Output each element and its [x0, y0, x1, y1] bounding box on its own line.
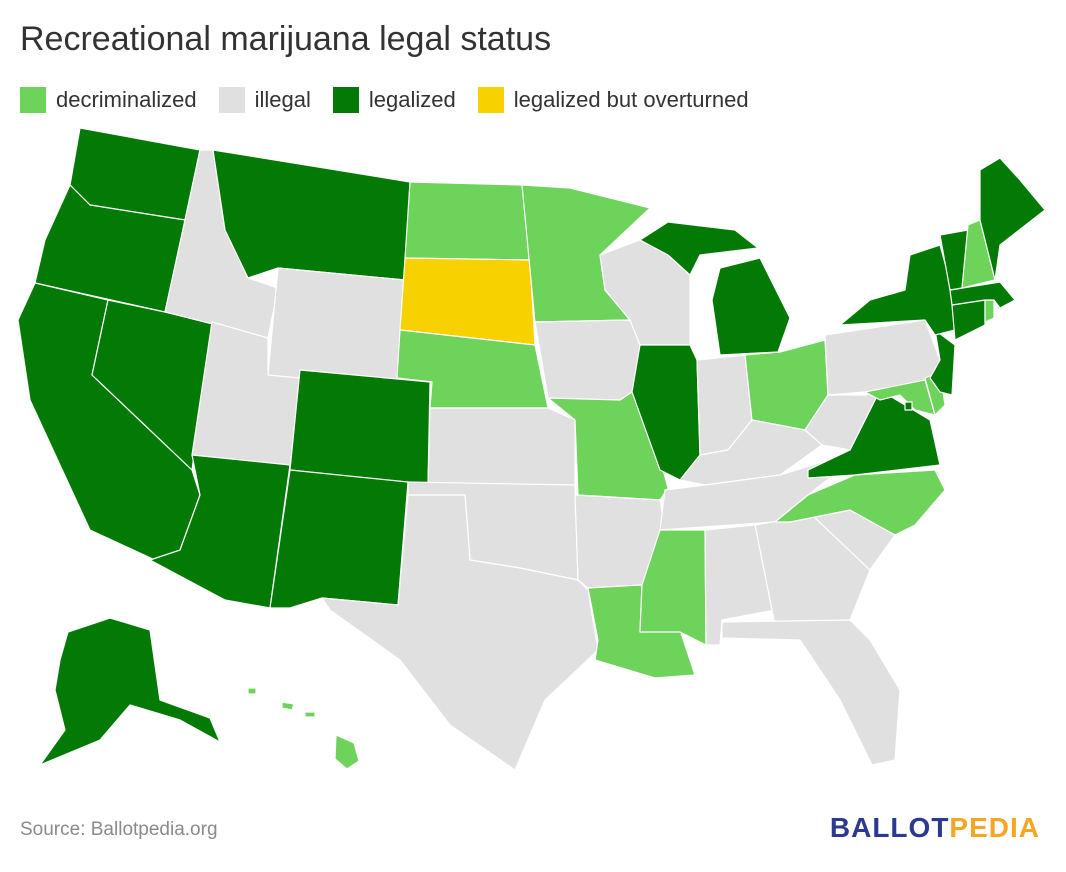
state-north-carolina[interactable]	[774, 469, 946, 536]
state-new-york[interactable]	[839, 244, 956, 336]
legend-label-decriminalized: decriminalized	[56, 87, 197, 112]
legend-item-overturned: legalized but overturned	[477, 87, 749, 113]
state-texas[interactable]	[321, 494, 599, 771]
legend-item-illegal: illegal	[218, 87, 311, 113]
us-map-svg	[17, 127, 1046, 771]
state-montana[interactable]	[212, 149, 411, 281]
state-missouri[interactable]	[547, 391, 669, 501]
legend-swatch-illegal	[218, 87, 245, 113]
chart-title: Recreational marijuana legal status	[20, 20, 552, 58]
state-massachusetts[interactable]	[949, 281, 1016, 309]
state-district-of-columbia[interactable]	[904, 401, 913, 411]
state-kansas[interactable]	[427, 407, 576, 486]
state-new-mexico[interactable]	[269, 469, 409, 609]
legend-label-illegal: illegal	[254, 87, 311, 112]
state-hawaii[interactable]	[247, 687, 360, 770]
state-rhode-island[interactable]	[984, 299, 995, 323]
state-iowa[interactable]	[534, 319, 641, 401]
legend-label-overturned: legalized but overturned	[513, 87, 749, 112]
logo-part-pedia: PEDIA	[949, 812, 1040, 843]
logo-part-ballot: BALLOT	[829, 812, 950, 843]
legend-label-legalized: legalized	[368, 87, 456, 112]
us-map	[0, 120, 1066, 800]
legend-swatch-legalized	[332, 87, 359, 113]
legend-swatch-overturned	[477, 87, 504, 113]
legend-swatch-decriminalized	[20, 87, 46, 113]
state-maine[interactable]	[979, 157, 1046, 281]
state-colorado[interactable]	[289, 369, 431, 486]
legend: decriminalized illegal legalized legaliz…	[20, 84, 749, 116]
state-north-dakota[interactable]	[404, 181, 531, 261]
state-alaska[interactable]	[39, 617, 221, 766]
state-connecticut[interactable]	[951, 299, 986, 341]
legend-item-decriminalized: decriminalized	[20, 87, 197, 113]
ballotpedia-logo: BALLOTPEDIA	[830, 812, 1040, 844]
state-wyoming[interactable]	[267, 267, 406, 391]
state-new-jersey[interactable]	[929, 329, 956, 396]
source-note: Source: Ballotpedia.org	[20, 819, 218, 840]
state-florida[interactable]	[721, 619, 901, 766]
legend-item-legalized: legalized	[332, 87, 456, 113]
